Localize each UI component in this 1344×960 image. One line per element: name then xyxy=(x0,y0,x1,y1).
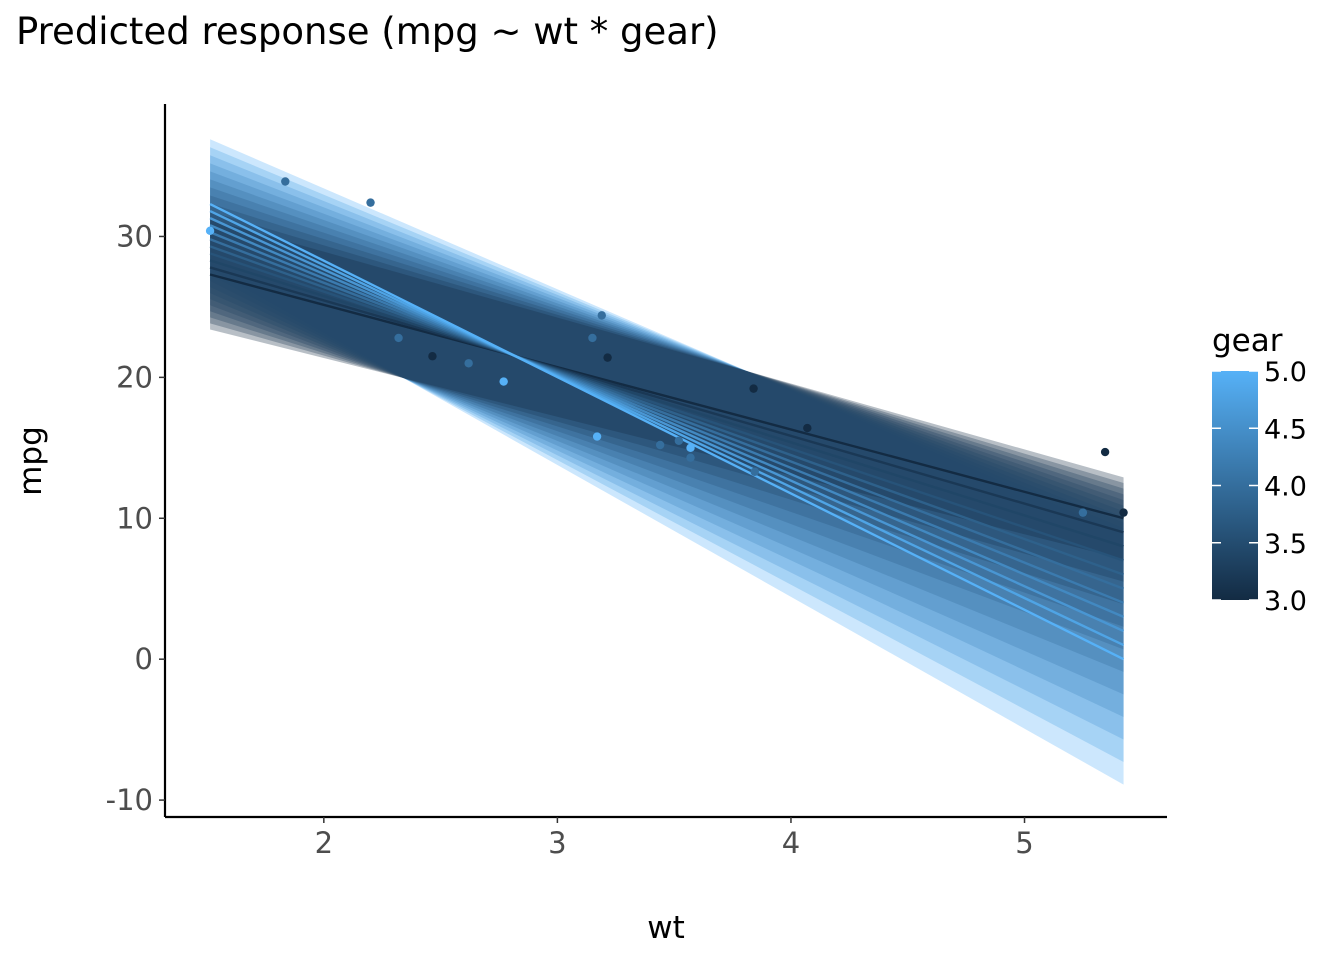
data-point xyxy=(1119,508,1128,517)
prediction-line-gear-4.6 xyxy=(209,217,1125,633)
data-point xyxy=(803,423,812,433)
x-axis-ticks: 2 3 4 5 xyxy=(315,817,1034,860)
x-tick-label: 2 xyxy=(315,826,333,860)
legend-tick-label: 5.0 xyxy=(1264,357,1307,388)
prediction-line-gear-4.4 xyxy=(209,224,1125,619)
data-points xyxy=(205,177,1128,517)
legend-tick-label: 4.0 xyxy=(1264,472,1307,503)
legend-tick-label: 4.5 xyxy=(1264,414,1307,445)
y-tick-label: -10 xyxy=(106,783,153,817)
data-point xyxy=(205,226,215,236)
confidence-bands xyxy=(210,139,1124,785)
prediction-line-gear-3.2 xyxy=(209,266,1124,534)
y-axis-ticks: -10 0 10 20 30 xyxy=(106,219,165,817)
data-point xyxy=(749,384,758,393)
y-axis-title: mpg xyxy=(13,426,49,496)
x-tick-label: 5 xyxy=(1015,826,1033,860)
data-point xyxy=(588,333,597,343)
prediction-line-gear-4.0 xyxy=(209,238,1124,590)
y-tick-label: 0 xyxy=(135,642,153,676)
y-tick-label: 10 xyxy=(116,501,153,535)
y-tick-label: 20 xyxy=(116,360,153,394)
plot-area xyxy=(205,139,1128,785)
data-point xyxy=(597,311,606,320)
prediction-line-gear-4.8 xyxy=(209,210,1125,647)
x-tick-label: 4 xyxy=(782,826,800,860)
confidence-band-gear-4.8 xyxy=(210,147,1124,763)
prediction-lines xyxy=(209,202,1125,661)
prediction-line-gear-3.4 xyxy=(209,259,1124,548)
data-point xyxy=(750,467,759,476)
legend-tick-label: 3.5 xyxy=(1264,529,1307,560)
data-point xyxy=(655,440,665,450)
prediction-line-gear-3.6 xyxy=(209,252,1124,562)
x-axis-title: wt xyxy=(647,910,685,946)
confidence-band-gear-5.0 xyxy=(210,139,1124,785)
data-point xyxy=(394,333,403,343)
confidence-band-gear-4.4 xyxy=(210,163,1124,717)
legend-ticks: 3.0 3.5 4.0 4.5 5.0 xyxy=(1212,357,1307,617)
data-point xyxy=(428,352,437,361)
data-point xyxy=(499,377,508,386)
data-point xyxy=(686,443,695,453)
data-point xyxy=(1100,447,1110,457)
legend-title: gear xyxy=(1212,323,1283,359)
prediction-line-gear-3.8 xyxy=(209,245,1124,576)
chart-title: Predicted response (mpg ~ wt * gear) xyxy=(16,10,719,53)
prediction-line-gear-5.0 xyxy=(209,202,1125,661)
data-point xyxy=(686,453,695,462)
data-point xyxy=(674,436,684,445)
data-point xyxy=(281,177,290,186)
legend: gear 3.0 3.5 4.0 4.5 5.0 xyxy=(1212,323,1307,617)
x-tick-label: 3 xyxy=(548,826,566,860)
legend-tick-label: 3.0 xyxy=(1264,586,1307,617)
confidence-band-gear-4.6 xyxy=(210,155,1124,740)
prediction-line-gear-3.0 xyxy=(209,273,1124,520)
y-tick-label: 30 xyxy=(116,219,153,253)
data-point xyxy=(366,198,375,207)
prediction-line-gear-4.2 xyxy=(209,231,1125,604)
data-point xyxy=(592,432,602,441)
data-point xyxy=(464,359,473,368)
data-point xyxy=(603,353,612,362)
data-point xyxy=(1078,508,1088,517)
